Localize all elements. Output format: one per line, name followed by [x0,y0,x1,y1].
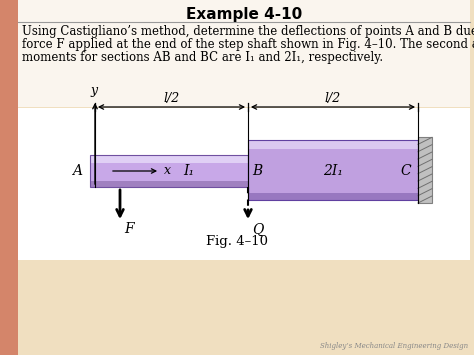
Bar [90,181,248,187]
Text: x: x [164,164,171,178]
Text: force F applied at the end of the step shaft shown in Fig. 4–10. The second area: force F applied at the end of the step s… [22,38,474,51]
Text: F: F [124,222,134,236]
Bar [248,193,418,200]
Text: 2I₁: 2I₁ [323,164,343,178]
Text: I₁: I₁ [183,164,194,178]
Text: A: A [72,164,82,178]
Bar [248,147,418,193]
Text: y: y [91,84,98,97]
Text: Example 4-10: Example 4-10 [186,7,302,22]
Text: Fig. 4–10: Fig. 4–10 [206,235,268,247]
Bar [90,161,248,181]
Text: Q: Q [252,223,264,237]
Text: moments for sections AB and BC are I₁ and 2I₁, respectively.: moments for sections AB and BC are I₁ an… [22,51,383,64]
Text: Shigley’s Mechanical Engineering Design: Shigley’s Mechanical Engineering Design [320,342,468,350]
Bar [90,155,248,187]
Text: Using Castigliano’s method, determine the deflections of points A and B due to t: Using Castigliano’s method, determine th… [22,25,474,38]
Bar [0,0,18,355]
Text: l/2: l/2 [164,92,180,105]
Bar [90,155,248,163]
Bar [18,0,470,107]
Text: l/2: l/2 [325,92,341,105]
Bar [18,108,470,260]
Text: C: C [401,164,411,178]
Bar [418,137,432,203]
Text: B: B [252,164,262,178]
Bar [248,140,418,149]
Bar [248,140,418,200]
